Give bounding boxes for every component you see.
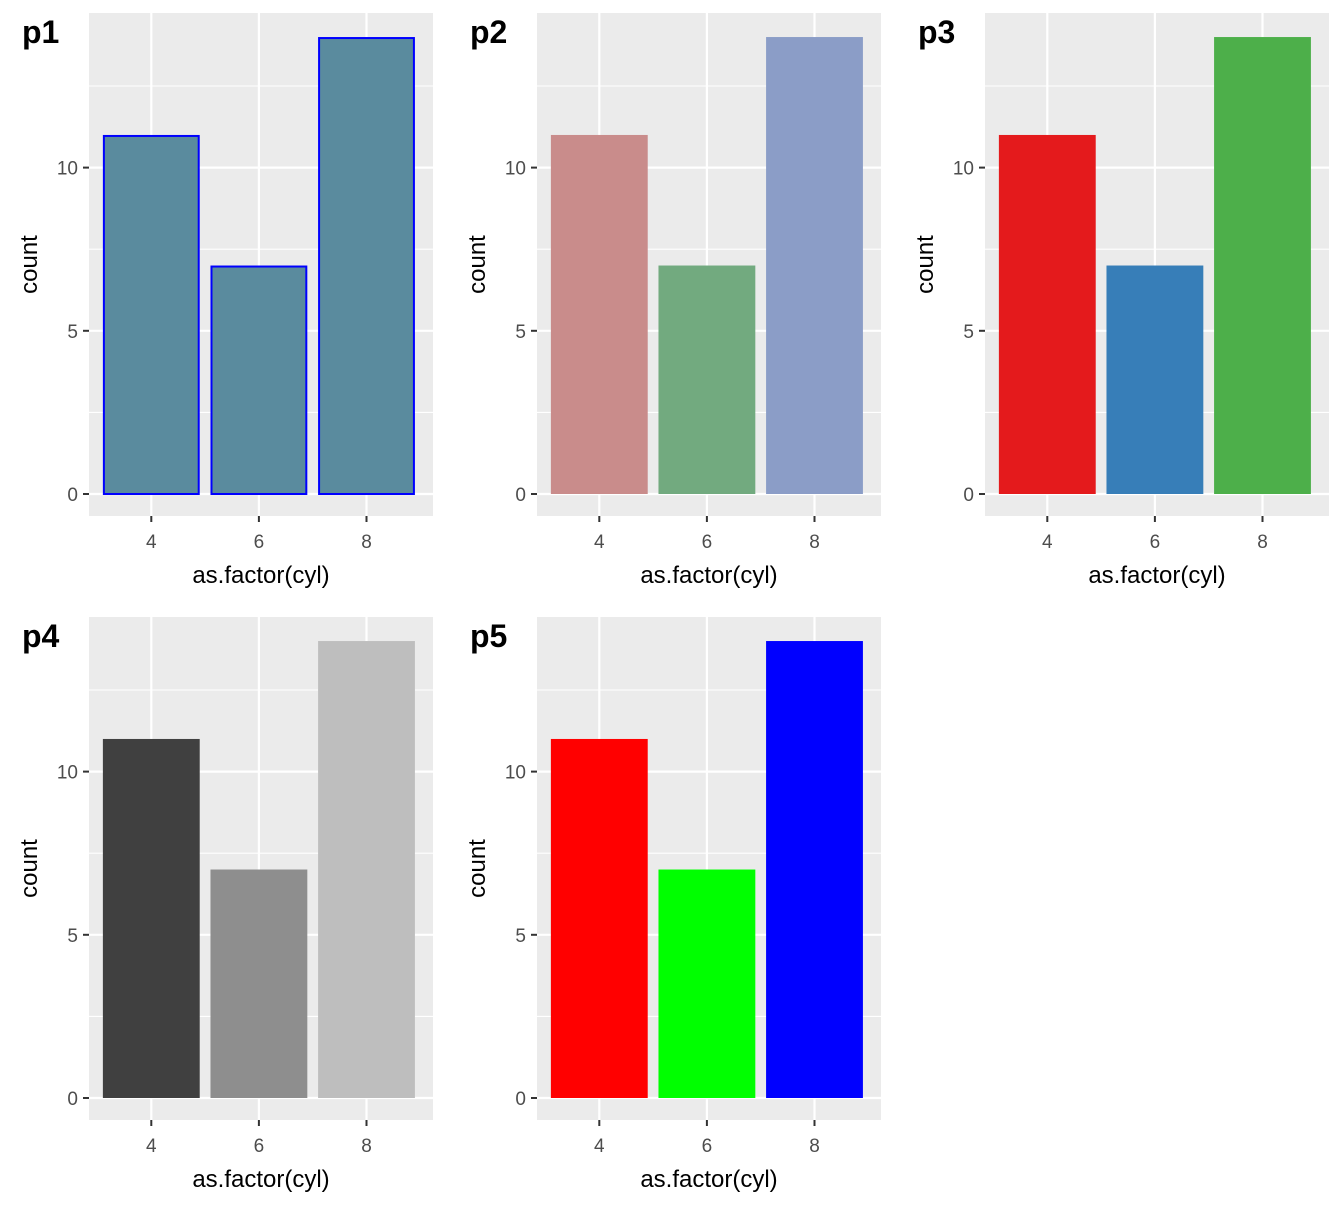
chart-p5: 0 5 10 4 6 8 as.factor(cyl) count p5: [464, 617, 881, 1193]
y-tick-label: 10: [57, 763, 78, 784]
x-tick-label: 4: [594, 1136, 605, 1157]
chart-p1: 0 5 10 4 6 8 as.factor(cyl) count p1: [16, 13, 433, 589]
y-axis-title: count: [464, 839, 491, 898]
panel-tag: p2: [470, 14, 507, 50]
x-tick-label: 8: [809, 1136, 820, 1157]
bar-cyl-8: [318, 37, 415, 495]
y-tick-label: 0: [515, 1089, 526, 1110]
bar-cyl-4: [550, 134, 648, 494]
y-tick-label: 0: [67, 1089, 78, 1110]
x-tick-label: 8: [809, 532, 820, 553]
y-tick-label: 10: [505, 159, 526, 180]
x-axis-title: as.factor(cyl): [192, 1166, 329, 1193]
y-tick-label: 10: [57, 159, 78, 180]
y-tick-label: 0: [67, 485, 78, 506]
y-axis-title: count: [16, 839, 43, 898]
panel-tag: p5: [470, 618, 507, 654]
y-axis-title: count: [912, 235, 939, 294]
chart-p2: 0 5 10 4 6 8 as.factor(cyl) count p2: [464, 13, 881, 589]
x-tick-label: 6: [254, 532, 265, 553]
x-tick-label: 8: [361, 1136, 372, 1157]
x-axis-title: as.factor(cyl): [192, 562, 329, 589]
y-tick-label: 10: [505, 763, 526, 784]
panel-tag: p1: [22, 14, 59, 50]
y-tick-label: 5: [67, 926, 78, 947]
bar-cyl-6: [1106, 265, 1204, 494]
bar-cyl-6: [210, 265, 308, 495]
bar-cyl-6: [210, 869, 308, 1098]
bar-cyl-8: [766, 37, 863, 494]
x-tick-label: 4: [146, 1136, 157, 1157]
x-axis-title: as.factor(cyl): [1088, 562, 1225, 589]
bar-cyl-8: [318, 641, 415, 1098]
y-tick-label: 10: [953, 159, 974, 180]
x-tick-label: 8: [361, 532, 372, 553]
x-tick-label: 6: [702, 532, 713, 553]
bar-cyl-4: [102, 134, 200, 496]
bar-cyl-4: [550, 738, 648, 1098]
x-tick-label: 6: [702, 1136, 713, 1157]
y-tick-label: 5: [67, 322, 78, 343]
x-tick-label: 4: [1042, 532, 1053, 553]
x-tick-label: 6: [1150, 532, 1161, 553]
x-axis-title: as.factor(cyl): [640, 562, 777, 589]
bar-cyl-6: [658, 869, 756, 1098]
panel-tag: p3: [918, 14, 955, 50]
y-axis-title: count: [464, 235, 491, 294]
x-tick-label: 4: [594, 532, 605, 553]
x-tick-label: 6: [254, 1136, 265, 1157]
chart-p4: 0 5 10 4 6 8 as.factor(cyl) count p4: [16, 617, 433, 1193]
bar-cyl-4: [102, 738, 200, 1098]
y-tick-label: 0: [515, 485, 526, 506]
bar-cyl-8: [766, 641, 863, 1098]
panel-tag: p4: [22, 618, 60, 654]
bar-cyl-4: [998, 134, 1096, 494]
x-axis-title: as.factor(cyl): [640, 1166, 777, 1193]
chart-p3: 0 5 10 4 6 8 as.factor(cyl) count p3: [912, 13, 1329, 589]
y-tick-label: 5: [515, 926, 526, 947]
y-tick-label: 5: [963, 322, 974, 343]
y-tick-label: 5: [515, 322, 526, 343]
bar-cyl-6: [658, 265, 756, 494]
x-tick-label: 8: [1257, 532, 1268, 553]
y-axis-title: count: [16, 235, 43, 294]
x-tick-label: 4: [146, 532, 157, 553]
bar-cyl-8: [1214, 37, 1311, 494]
y-tick-label: 0: [963, 485, 974, 506]
